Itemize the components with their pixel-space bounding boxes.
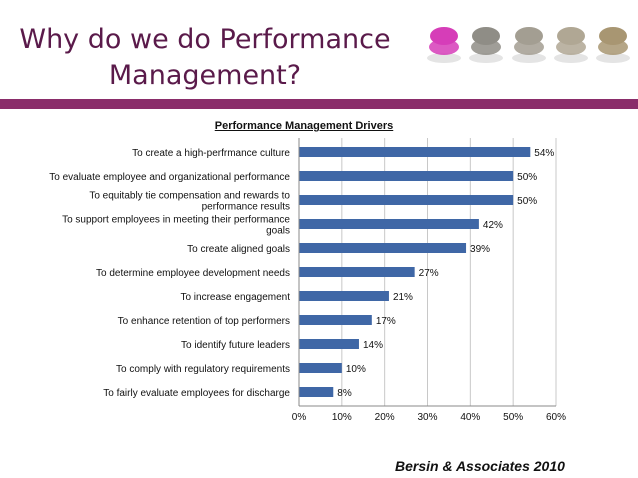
data-label: 21% bbox=[393, 292, 413, 303]
bar bbox=[299, 171, 514, 181]
data-label: 54% bbox=[534, 148, 554, 159]
data-label: 17% bbox=[376, 316, 396, 327]
bar bbox=[299, 243, 467, 253]
x-tick-label: 30% bbox=[417, 412, 437, 423]
data-label: 27% bbox=[419, 268, 439, 279]
bar bbox=[299, 291, 389, 301]
slide-title-line-1: Why do we do Performance bbox=[19, 24, 391, 55]
stone-bottom bbox=[429, 39, 459, 55]
slide-title-line-2: Management? bbox=[108, 60, 302, 91]
chart-title-wrap: Performance Management Drivers bbox=[0, 120, 638, 132]
data-label: 50% bbox=[517, 172, 537, 183]
stone-bottom bbox=[556, 39, 586, 55]
data-label: 8% bbox=[337, 388, 352, 399]
data-label: 14% bbox=[363, 340, 383, 351]
category-label: To increase engagement bbox=[180, 292, 290, 303]
stone-shadow bbox=[596, 53, 630, 63]
x-tick-label: 50% bbox=[503, 412, 523, 423]
x-tick-label: 60% bbox=[546, 412, 566, 423]
category-label: To create a high-perfrmance culture bbox=[132, 148, 290, 159]
category-label: To enhance retention of top performers bbox=[118, 316, 290, 327]
category-label: To identify future leaders bbox=[181, 340, 290, 351]
category-label: To fairly evaluate employees for dischar… bbox=[103, 388, 290, 399]
bar bbox=[299, 363, 342, 373]
chart-title: Performance Management Drivers bbox=[214, 120, 394, 132]
x-tick-label: 0% bbox=[292, 412, 307, 423]
stone-shadow bbox=[554, 53, 588, 63]
category-label: performance results bbox=[202, 202, 290, 213]
stone-shadow bbox=[427, 53, 461, 63]
stone-shadow bbox=[512, 53, 546, 63]
bar bbox=[299, 195, 514, 205]
stone-bottom bbox=[471, 39, 501, 55]
category-label: To evaluate employee and organizational … bbox=[49, 172, 290, 183]
category-label: To create aligned goals bbox=[187, 244, 290, 255]
title-divider-band bbox=[0, 99, 638, 109]
slide-title: Why do we do Performance Management? bbox=[0, 22, 410, 94]
stone-bottom bbox=[598, 39, 628, 55]
data-label: 10% bbox=[346, 364, 366, 375]
bar bbox=[299, 339, 359, 349]
bar bbox=[299, 219, 479, 229]
bar-chart: 0% 10% 20% 30% 40% 50% 60% 54% To create a high-… bbox=[49, 138, 566, 423]
bar bbox=[299, 387, 334, 397]
data-label: 50% bbox=[517, 196, 537, 207]
bar bbox=[299, 147, 531, 157]
category-label: To equitably tie compensation and reward… bbox=[89, 191, 290, 202]
data-label: 42% bbox=[483, 220, 503, 231]
stone-shadow bbox=[469, 53, 503, 63]
x-tick-label: 20% bbox=[375, 412, 395, 423]
bar bbox=[299, 315, 372, 325]
data-label: 39% bbox=[470, 244, 490, 255]
source-credit: Bersin & Associates 2010 bbox=[395, 458, 565, 474]
bar bbox=[299, 267, 415, 277]
category-label: To support employees in meeting their pe… bbox=[62, 215, 290, 226]
category-label: goals bbox=[266, 226, 290, 237]
category-label: To determine employee development needs bbox=[96, 268, 290, 279]
x-tick-label: 10% bbox=[332, 412, 352, 423]
category-label: To comply with regulatory requirements bbox=[116, 364, 290, 375]
stone-bottom bbox=[514, 39, 544, 55]
stones-decoration bbox=[427, 27, 630, 63]
x-tick-label: 40% bbox=[460, 412, 480, 423]
